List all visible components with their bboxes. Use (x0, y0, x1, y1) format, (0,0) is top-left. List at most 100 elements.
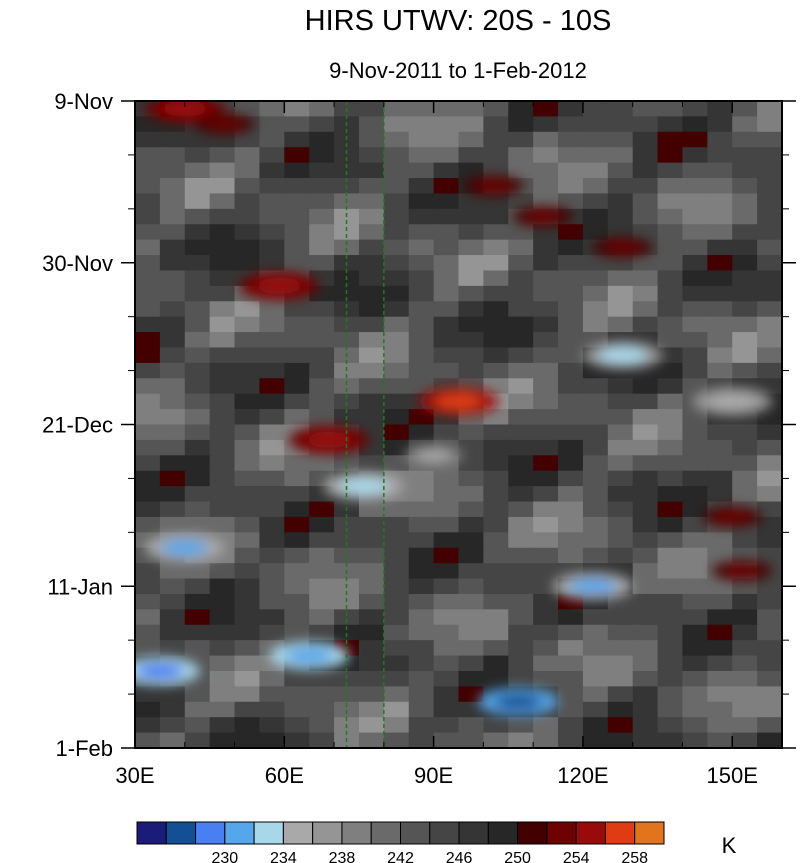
heatmap-cell (558, 455, 584, 472)
heatmap-cell (732, 547, 759, 565)
heatmap-cell (433, 547, 460, 565)
feature-core (285, 647, 334, 664)
heatmap-cell (632, 116, 659, 133)
heatmap-cell (159, 409, 186, 426)
heatmap-cell (433, 301, 460, 318)
heatmap-cell (209, 686, 236, 703)
heatmap-cell (558, 224, 584, 241)
heatmap-cell (259, 439, 286, 457)
heatmap-cell (533, 717, 560, 734)
heatmap-cell (209, 624, 236, 642)
heatmap-cell (707, 655, 734, 672)
heatmap-cell (383, 285, 410, 303)
heatmap-cell (184, 178, 211, 195)
heatmap-cell (558, 609, 584, 626)
heatmap-cell (707, 609, 734, 626)
heatmap-cell (184, 239, 211, 257)
heatmap-cell (508, 717, 535, 734)
heatmap-cell (732, 208, 759, 226)
heatmap-cell (682, 732, 709, 748)
heatmap-cell (582, 409, 609, 426)
heatmap-cell (483, 640, 510, 657)
heatmap-cell (433, 270, 460, 287)
heatmap-cell (657, 717, 684, 734)
heatmap-cell (707, 193, 734, 210)
heatmap-cell (607, 655, 634, 672)
heatmap-cell (383, 208, 410, 226)
y-tick-label: 30-Nov (42, 251, 113, 276)
heatmap-cell (533, 347, 560, 364)
heatmap-cell (558, 316, 584, 334)
y-tick-label: 9-Nov (54, 89, 113, 114)
heatmap-cell (234, 301, 261, 318)
heatmap-cell (408, 239, 435, 257)
heatmap-cell (433, 701, 460, 719)
heatmap-cell (159, 270, 186, 287)
heatmap-cell (682, 501, 709, 518)
heatmap-cell (607, 193, 634, 210)
heatmap-cell (383, 717, 410, 734)
heatmap-cell (632, 285, 659, 303)
heatmap-cell (184, 486, 211, 503)
heatmap-cell (533, 301, 560, 318)
heatmap-cell (632, 178, 659, 195)
heatmap-cell (458, 501, 485, 518)
heatmap-cell (259, 101, 286, 118)
heatmap-cell (284, 347, 311, 364)
heatmap-cell (234, 193, 261, 210)
heatmap-cell (358, 301, 385, 318)
heatmap-cell (582, 640, 609, 657)
heatmap-cell (483, 362, 510, 380)
heatmap-cell (508, 516, 535, 534)
x-axis: 30E 60E 90E 120E 150E (115, 101, 758, 788)
heatmap-cell (607, 178, 634, 195)
heatmap-cell (408, 547, 435, 565)
heatmap-cell (732, 239, 759, 257)
heatmap-cell (707, 732, 734, 748)
heatmap-cell (334, 208, 360, 226)
heatmap-cell (707, 270, 734, 287)
heatmap-cell (358, 101, 385, 118)
heatmap-cell (458, 316, 485, 334)
heatmap-cell (607, 501, 634, 518)
heatmap-cell (184, 470, 211, 488)
heatmap-cell (483, 162, 510, 180)
heatmap-cell (184, 409, 211, 426)
heatmap-cell (234, 609, 261, 626)
heatmap-cell (334, 224, 360, 241)
heatmap-cell (159, 301, 186, 318)
heatmap-cell (309, 224, 336, 241)
heatmap-cell (508, 393, 535, 411)
heatmap-cell (732, 147, 759, 164)
heatmap-cell (483, 516, 510, 534)
heatmap-cell (607, 547, 634, 565)
heatmap-cell (458, 301, 485, 318)
heatmap-cell (159, 378, 186, 395)
heatmap-cell (184, 516, 211, 534)
heatmap-cell (135, 193, 161, 210)
heatmap-cell (483, 255, 510, 272)
heatmap-cell (458, 701, 485, 719)
heatmap-cell (757, 624, 782, 642)
heatmap-cell (757, 486, 782, 503)
heatmap-cell (657, 424, 684, 441)
heatmap-cell (558, 532, 584, 549)
heatmap-cell (358, 393, 385, 411)
heatmap-cell (458, 609, 485, 626)
heatmap-cell (533, 593, 560, 611)
heatmap-cell (582, 208, 609, 226)
heatmap-cell (135, 439, 161, 457)
heatmap-cell (483, 208, 510, 226)
heatmap-cell (707, 239, 734, 257)
heatmap-cell (458, 686, 485, 703)
heatmap-cell (159, 516, 186, 534)
heatmap-cell (184, 270, 211, 287)
heatmap-cell (732, 162, 759, 180)
heatmap-cell (408, 409, 435, 426)
colorbar-label: 234 (270, 850, 297, 863)
heatmap-cell (408, 624, 435, 642)
heatmap-cell (508, 532, 535, 549)
heatmap-cell (558, 393, 584, 411)
heatmap-cell (184, 362, 211, 380)
heatmap-cell (458, 285, 485, 303)
